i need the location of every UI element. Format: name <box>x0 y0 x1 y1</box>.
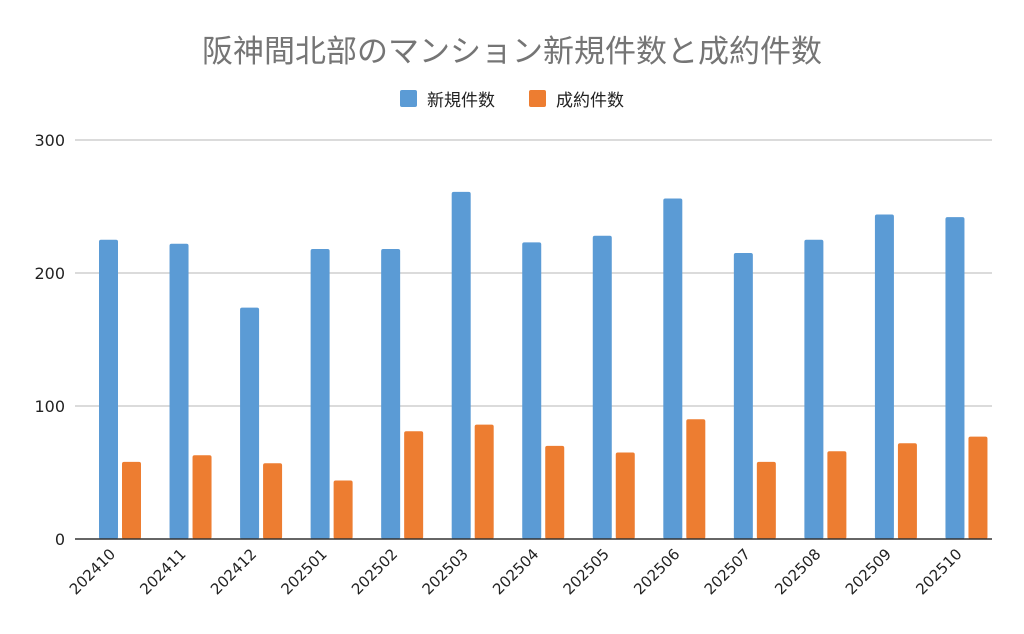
x-tick-label: 202507 <box>701 545 754 598</box>
x-tick-label: 202506 <box>630 545 683 598</box>
y-tick-label: 100 <box>34 397 65 416</box>
bar-new-listings <box>592 235 612 539</box>
bar-new-listings <box>310 249 330 539</box>
x-tick-label: 202412 <box>207 545 260 598</box>
bar-contracts <box>122 461 141 539</box>
bar-contracts <box>404 431 424 539</box>
legend-label: 新規件数 <box>427 91 495 111</box>
x-tick-label: 202505 <box>560 545 613 598</box>
chart-title: 阪神間北部のマンション新規件数と成約件数 <box>202 34 822 70</box>
x-tick-label: 202504 <box>489 545 542 598</box>
x-tick-label: 202510 <box>912 545 965 598</box>
x-tick-label: 202508 <box>771 545 824 598</box>
bar-contracts <box>897 443 917 539</box>
x-tick-label: 202502 <box>348 545 401 598</box>
bar-new-listings <box>945 217 965 539</box>
bar-new-listings <box>451 191 471 539</box>
x-tick-label: 202503 <box>419 545 472 598</box>
legend-item-contracts: 成約件数 <box>529 86 624 111</box>
x-tick-label: 202411 <box>136 545 189 598</box>
bar-new-listings <box>874 214 894 540</box>
x-tick-label: 202410 <box>66 545 119 598</box>
bar-new-listings <box>733 253 753 540</box>
bar-new-listings <box>522 242 542 539</box>
y-tick-label: 200 <box>34 264 65 283</box>
legend-item-new-listings: 新規件数 <box>400 86 495 111</box>
y-tick-label: 300 <box>34 131 65 150</box>
legend-swatch-contracts <box>529 90 546 107</box>
bar-contracts <box>333 480 353 539</box>
bar-contracts <box>545 445 565 539</box>
bar-new-listings <box>99 239 118 539</box>
bar-contracts <box>827 451 847 539</box>
x-tick-label: 202509 <box>842 545 895 598</box>
bar-contracts <box>474 424 494 539</box>
bar-new-listings <box>663 198 683 539</box>
bar-contracts <box>192 455 212 539</box>
legend: 新規件数 成約件数 <box>0 86 1024 111</box>
legend-label: 成約件数 <box>556 91 624 111</box>
bar-contracts <box>686 419 706 539</box>
bar-new-listings <box>169 243 189 540</box>
bar-contracts <box>263 463 283 539</box>
legend-swatch-new-listings <box>400 90 417 107</box>
bar-new-listings <box>804 239 824 539</box>
bar-contracts <box>756 461 776 539</box>
x-tick-label: 202501 <box>277 545 330 598</box>
y-tick-label: 0 <box>55 530 65 549</box>
bar-contracts <box>968 436 988 539</box>
bar-contracts <box>615 452 635 539</box>
bar-new-listings <box>381 249 401 539</box>
bar-new-listings <box>240 307 260 539</box>
